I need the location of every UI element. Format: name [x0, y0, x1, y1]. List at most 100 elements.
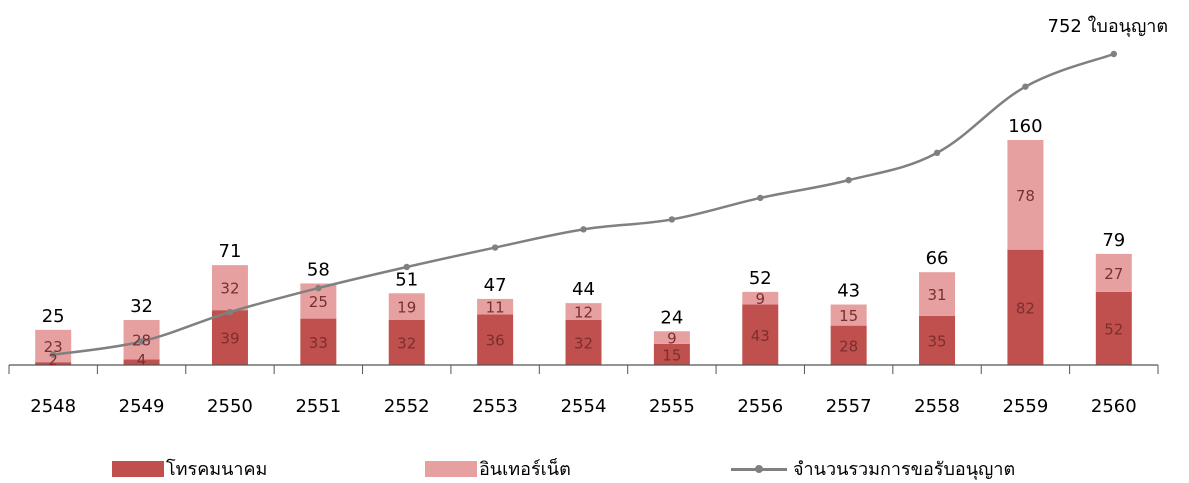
bar-internet [919, 272, 956, 316]
bar-label-telecom: 4 [137, 351, 147, 369]
legend-swatch-cumulative [731, 461, 787, 477]
bar-telecom [1095, 291, 1132, 365]
bar-telecom [477, 314, 514, 365]
bar-telecom [35, 362, 72, 365]
bar-total-label: 47 [484, 275, 507, 296]
x-tick-label: 2551 [295, 396, 341, 417]
bar-label-internet: 9 [667, 330, 677, 348]
cumulative-point [933, 149, 941, 157]
cumulative-line-layer [49, 50, 1118, 358]
bar-label-telecom: 15 [662, 346, 681, 364]
bar-total-label: 51 [395, 269, 418, 290]
bar-telecom [300, 318, 337, 365]
cumulative-point [49, 351, 57, 358]
bars-layer [35, 140, 1132, 365]
bar-label-telecom: 28 [839, 337, 858, 355]
legend-item-telecom: โทรคมนาคม [112, 454, 267, 483]
bar-total-label: 160 [1008, 116, 1042, 137]
bar-telecom [919, 315, 956, 365]
bar-total-label: 24 [660, 307, 683, 328]
bar-internet [1095, 253, 1132, 292]
bar-label-internet: 31 [927, 286, 946, 304]
cumulative-point [491, 244, 499, 251]
bar-label-telecom: 39 [220, 330, 239, 348]
bar-total-label: 32 [130, 296, 153, 317]
cumulative-point [1022, 83, 1029, 90]
cumulative-point [315, 284, 322, 292]
bar-label-telecom: 82 [1016, 299, 1035, 317]
bar-internet [830, 304, 867, 326]
cumulative-point [845, 176, 852, 184]
cumulative-point [668, 216, 676, 223]
bar-label-internet: 25 [309, 293, 328, 311]
cumulative-point [403, 263, 410, 271]
bar-label-internet: 78 [1016, 187, 1035, 205]
legend-label-cumulative: จำนวนรวมการขอรับอนุญาต [793, 459, 1016, 480]
bar-label-telecom: 36 [486, 332, 505, 350]
bar-internet [742, 291, 779, 305]
x-tick-label: 2548 [30, 396, 76, 417]
bar-total-label: 79 [1102, 230, 1125, 251]
bar-label-internet: 9 [755, 290, 765, 308]
x-tick-label: 2553 [472, 396, 518, 417]
x-tick-label: 2550 [207, 396, 253, 417]
bar-total-label: 44 [572, 279, 595, 300]
bar-telecom [123, 359, 160, 365]
bar-total-label: 66 [926, 248, 949, 269]
bar-label-telecom: 35 [927, 332, 946, 350]
bar-label-internet: 28 [132, 332, 151, 350]
bar-total-label: 43 [837, 281, 860, 302]
bar-label-telecom: 52 [1104, 320, 1123, 338]
bar-total-label: 52 [749, 268, 772, 289]
cumulative-point [1110, 50, 1118, 58]
x-tick-label: 2558 [914, 396, 960, 417]
bar-total-label: 58 [307, 259, 330, 280]
bar-label-internet: 12 [574, 304, 593, 322]
bar-label-internet: 32 [220, 280, 239, 298]
x-tick-label: 2554 [561, 396, 607, 417]
bar-label-internet: 15 [839, 307, 858, 325]
bar-label-internet: 19 [397, 299, 416, 317]
bar-internet [653, 331, 690, 344]
legend-item-internet: อินเทอร์เน็ต [425, 454, 571, 483]
bar-telecom [211, 310, 248, 365]
x-tick-label: 2557 [826, 396, 872, 417]
bar-internet [211, 265, 248, 311]
bar-telecom [565, 320, 602, 365]
x-tick-label: 2559 [1003, 396, 1049, 417]
cumulative-point [226, 308, 234, 316]
x-tick-label: 2549 [119, 396, 165, 417]
bar-label-telecom: 2 [48, 351, 58, 369]
bar-total-label: 25 [42, 306, 65, 327]
x-tick-label: 2556 [737, 396, 783, 417]
bar-internet [388, 293, 425, 320]
bar-internet [1007, 140, 1044, 250]
bar-telecom [388, 320, 425, 365]
bar-label-telecom: 33 [309, 334, 328, 352]
bar-total-label: 71 [219, 241, 242, 262]
bar-telecom [653, 343, 690, 365]
bar-label-telecom: 32 [574, 335, 593, 353]
bar-label-internet: 23 [44, 338, 63, 356]
legend-item-cumulative: จำนวนรวมการขอรับอนุญาต [731, 454, 1015, 483]
bar-telecom [830, 325, 867, 365]
bar-label-internet: 11 [486, 299, 505, 317]
x-tick-label: 2555 [649, 396, 695, 417]
labels-layer: 2232525484283225493932712550332558255132… [30, 15, 1168, 417]
bar-internet [477, 298, 514, 315]
bar-telecom [1007, 249, 1044, 365]
legend: โทรคมนาคม อินเทอร์เน็ต จำนวนรวมการขอรับอ… [0, 448, 1189, 480]
bar-label-internet: 27 [1104, 265, 1123, 283]
legend-label-internet: อินเทอร์เน็ต [479, 459, 571, 480]
x-axis [8, 364, 1159, 374]
cumulative-point [580, 226, 587, 233]
legend-swatch-telecom [112, 460, 164, 477]
x-tick-label: 2552 [384, 396, 430, 417]
legend-swatch-internet [425, 460, 477, 477]
line-end-label: 752 ใบอนุญาต [1048, 15, 1169, 37]
bar-internet [565, 303, 602, 320]
legend-label-telecom: โทรคมนาคม [166, 459, 268, 480]
cumulative-point [138, 338, 145, 345]
bar-label-telecom: 32 [397, 335, 416, 353]
